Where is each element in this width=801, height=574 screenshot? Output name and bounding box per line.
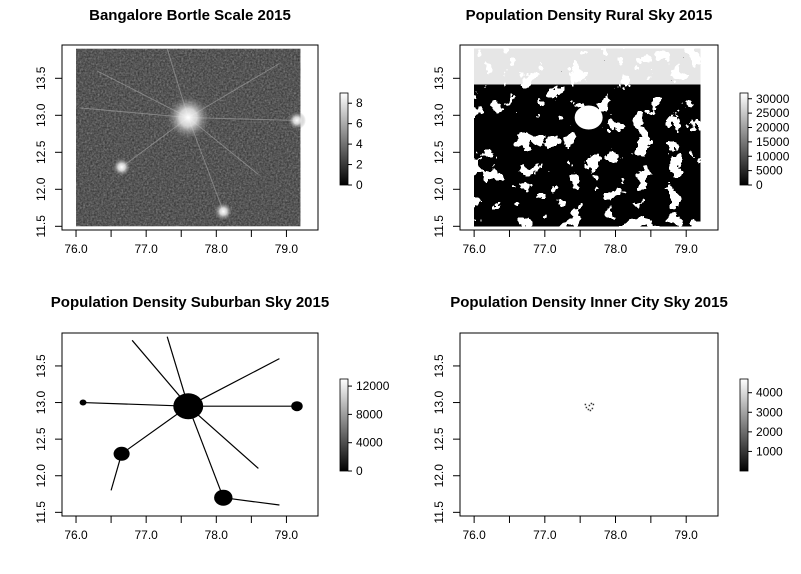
- y-tick-label: 12.5: [34, 140, 48, 164]
- y-tick-label: 11.5: [34, 501, 48, 524]
- x-tick-label: 78.0: [205, 242, 229, 256]
- x-tick-label: 77.0: [134, 242, 158, 256]
- colorbar-tick-label: 5000: [756, 164, 783, 178]
- colorbar: [739, 378, 749, 472]
- panel-inner-city-sky: Population Density Inner City Sky 2015 76…: [432, 294, 783, 542]
- chart-title: Population Density Inner City Sky 2015: [450, 294, 728, 311]
- colorbar-tick-label: 0: [756, 178, 763, 192]
- colorbar: [739, 92, 749, 186]
- raster-image: [474, 336, 701, 513]
- x-tick-label: 76.0: [64, 528, 88, 542]
- colorbar: [339, 378, 349, 472]
- hotspot-mark: [291, 401, 303, 412]
- colorbar-tick-label: 1000: [756, 444, 783, 458]
- colorbar-tick-label: 8: [356, 96, 363, 110]
- y-tick-label: 12.0: [34, 464, 48, 488]
- hotspot-mark: [588, 404, 591, 407]
- colorbar-tick-label: 0: [356, 464, 363, 478]
- colorbar-tick-label: 2000: [756, 425, 783, 439]
- colorbar-tick-label: 15000: [756, 135, 790, 149]
- x-tick-label: 78.0: [604, 242, 628, 256]
- colorbar-tick-label: 30000: [756, 92, 790, 106]
- chart-title: Population Density Suburban Sky 2015: [51, 294, 329, 311]
- colorbar-tick-label: 6: [356, 117, 363, 131]
- y-tick-label: 11.5: [34, 215, 48, 238]
- city-core-mark: [574, 105, 603, 130]
- y-tick-label: 13.5: [432, 66, 446, 90]
- x-tick-label: 78.0: [205, 528, 229, 542]
- y-tick-label: 12.5: [432, 140, 446, 164]
- colorbar-tick-label: 3000: [756, 405, 783, 419]
- colorbar-tick-label: 25000: [756, 106, 790, 120]
- colorbar-tick-label: 12000: [356, 379, 390, 393]
- x-tick-label: 76.0: [64, 242, 88, 256]
- x-tick-label: 79.0: [275, 242, 299, 256]
- x-tick-label: 76.0: [462, 528, 486, 542]
- hotspot-mark: [79, 399, 87, 406]
- raster-image: [474, 48, 701, 227]
- panel-bortle: Bangalore Bortle Scale 2015 76.0 77.0 78.0 7…: [34, 7, 363, 256]
- y-tick-label: 11.5: [432, 501, 446, 524]
- x-tick-label: 79.0: [675, 528, 699, 542]
- y-tick-label: 13.5: [34, 354, 48, 378]
- y-tick-label: 12.5: [432, 427, 446, 451]
- panel-rural-sky: Population Density Rural Sky 2015 76.0 77.…: [432, 7, 790, 256]
- colorbar-tick-label: 10000: [756, 149, 790, 163]
- hotspot-mark: [166, 95, 211, 140]
- panel-suburban-sky: Population Density Suburban Sky 2015 76.0…: [34, 294, 390, 542]
- y-tick-label: 13.0: [432, 391, 446, 415]
- hotspot-mark: [173, 393, 204, 420]
- x-tick-label: 77.0: [533, 528, 557, 542]
- y-tick-label: 12.5: [34, 427, 48, 451]
- hotspot-mark: [113, 446, 130, 461]
- colorbar-tick-label: 0: [356, 178, 363, 192]
- hotspot-mark: [214, 489, 233, 506]
- colorbar-tick-label: 2: [356, 158, 363, 172]
- y-tick-label: 12.0: [432, 464, 446, 488]
- x-tick-label: 77.0: [533, 242, 557, 256]
- hotspot-mark: [590, 402, 593, 405]
- hotspot-mark: [587, 408, 590, 411]
- x-tick-label: 79.0: [275, 528, 299, 542]
- colorbar-tick-label: 4: [356, 137, 363, 151]
- y-tick-label: 13.0: [432, 103, 446, 127]
- y-tick-label: 13.5: [34, 66, 48, 90]
- chart-title: Population Density Rural Sky 2015: [466, 7, 713, 24]
- raster-image: [76, 336, 303, 513]
- colorbar-tick-label: 4000: [356, 436, 383, 450]
- hotspot-mark: [591, 407, 594, 410]
- x-tick-label: 77.0: [134, 528, 158, 542]
- hotspot-mark: [112, 158, 131, 177]
- raster-image: [76, 48, 306, 227]
- y-tick-label: 12.0: [432, 177, 446, 201]
- y-tick-label: 13.0: [34, 103, 48, 127]
- colorbar: [339, 92, 349, 186]
- x-tick-label: 78.0: [604, 528, 628, 542]
- hotspot-mark: [584, 403, 587, 406]
- chart-title: Bangalore Bortle Scale 2015: [89, 7, 291, 24]
- hotspot-mark: [592, 403, 595, 406]
- hotspot-mark: [214, 202, 233, 221]
- colorbar-tick-label: 20000: [756, 121, 790, 135]
- y-tick-label: 12.0: [34, 177, 48, 201]
- hotspot-mark: [287, 111, 306, 130]
- y-tick-label: 11.5: [432, 215, 446, 238]
- x-tick-label: 79.0: [675, 242, 699, 256]
- y-tick-label: 13.0: [34, 391, 48, 415]
- hotspot-mark: [589, 409, 592, 412]
- hotspot-mark: [585, 406, 588, 409]
- x-tick-label: 76.0: [462, 242, 486, 256]
- y-tick-label: 13.5: [432, 354, 446, 378]
- colorbar-tick-label: 4000: [756, 386, 783, 400]
- colorbar-tick-label: 8000: [356, 407, 383, 421]
